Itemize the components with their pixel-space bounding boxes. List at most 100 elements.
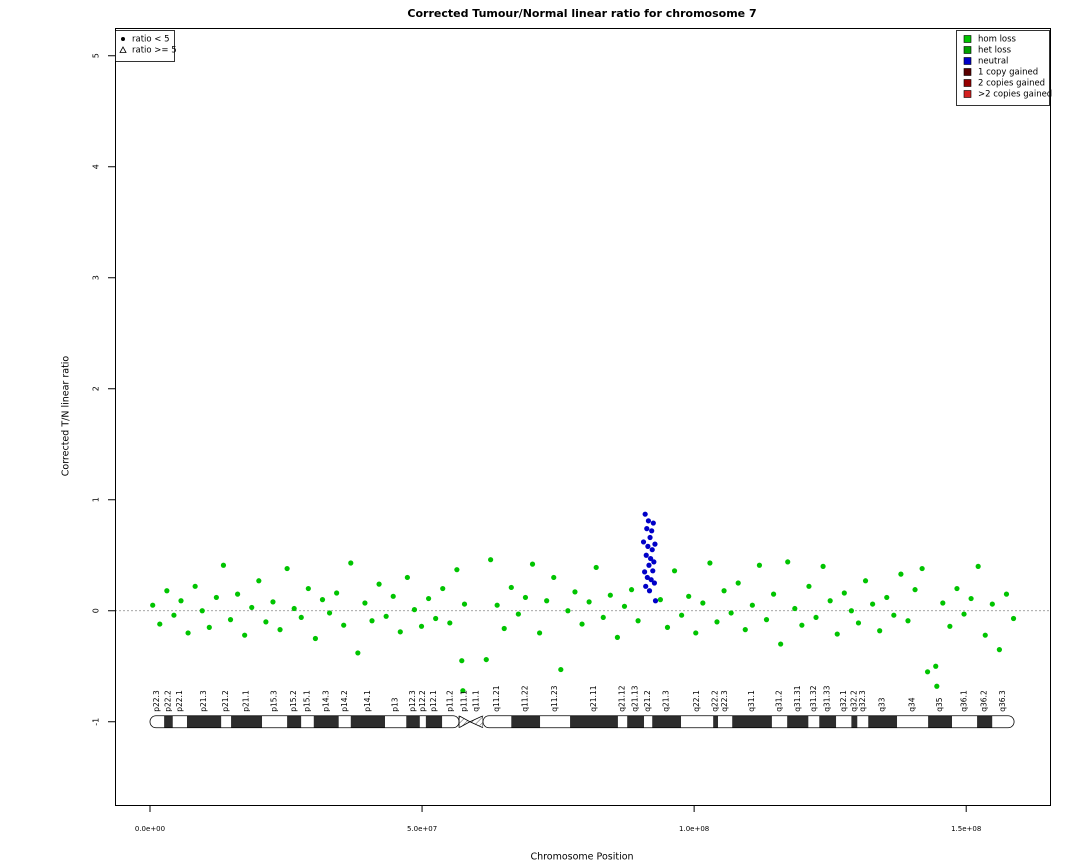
band-label: p12.2 bbox=[418, 690, 427, 712]
band-label: q11.1 bbox=[471, 690, 480, 712]
x-tick-label: 0.0e+00 bbox=[135, 825, 165, 833]
y-tick-label: 3 bbox=[92, 275, 101, 280]
point bbox=[968, 595, 974, 602]
point bbox=[404, 574, 410, 581]
point bbox=[898, 571, 904, 577]
point bbox=[213, 594, 219, 601]
legend-label: ratio >= 5 bbox=[132, 46, 177, 56]
band bbox=[406, 715, 420, 728]
point bbox=[862, 578, 869, 584]
point bbox=[270, 599, 276, 605]
band-label: q31.33 bbox=[823, 685, 832, 711]
point bbox=[305, 585, 311, 592]
y-tick-label: -1 bbox=[92, 718, 101, 726]
point bbox=[671, 568, 678, 574]
band-label: q11.23 bbox=[550, 685, 559, 711]
point bbox=[643, 552, 649, 558]
point bbox=[242, 632, 248, 638]
point bbox=[249, 604, 255, 611]
point bbox=[494, 602, 500, 608]
point bbox=[785, 559, 791, 565]
point bbox=[961, 611, 967, 617]
point bbox=[628, 587, 635, 593]
q-arm-outline bbox=[482, 715, 1015, 729]
point bbox=[848, 608, 854, 614]
legend-swatch bbox=[963, 79, 972, 87]
legend-dot bbox=[121, 37, 125, 41]
band bbox=[419, 715, 426, 728]
legend-label: hom loss bbox=[978, 35, 1017, 45]
band bbox=[808, 715, 820, 728]
point bbox=[877, 628, 883, 634]
point bbox=[277, 627, 283, 633]
point bbox=[647, 555, 654, 562]
band bbox=[350, 715, 386, 728]
band-label: p12.3 bbox=[408, 690, 417, 712]
band bbox=[301, 715, 314, 728]
band bbox=[652, 715, 682, 728]
band-label: q11.22 bbox=[521, 685, 530, 711]
band-label: q21.11 bbox=[589, 685, 598, 711]
point bbox=[884, 594, 890, 601]
point bbox=[319, 597, 326, 603]
band-label: p15.1 bbox=[303, 690, 312, 712]
point bbox=[522, 594, 529, 601]
band-label: q21.13 bbox=[631, 685, 640, 711]
point bbox=[256, 578, 262, 584]
y-tick-label: 1 bbox=[92, 497, 101, 502]
point bbox=[284, 565, 290, 572]
point bbox=[679, 612, 685, 618]
band-label: q11.21 bbox=[492, 685, 501, 711]
point bbox=[820, 563, 826, 569]
band bbox=[819, 715, 837, 728]
point bbox=[954, 585, 960, 592]
band bbox=[857, 715, 869, 728]
point bbox=[348, 560, 354, 566]
point bbox=[645, 543, 651, 549]
point bbox=[646, 562, 652, 568]
band bbox=[644, 715, 653, 728]
point bbox=[806, 583, 812, 589]
band bbox=[483, 715, 512, 728]
band bbox=[313, 715, 339, 728]
legend-swatch bbox=[963, 46, 972, 54]
point bbox=[891, 612, 897, 618]
point bbox=[652, 541, 658, 547]
legend-triangle bbox=[119, 46, 127, 53]
band-label: p21.3 bbox=[199, 690, 208, 712]
legend-label: >2 copies gained bbox=[978, 90, 1052, 100]
band bbox=[338, 715, 351, 728]
point bbox=[799, 622, 805, 628]
band bbox=[627, 715, 645, 728]
p-arm-outline bbox=[149, 715, 460, 729]
band-label: p22.1 bbox=[175, 690, 184, 712]
band bbox=[787, 715, 809, 728]
legend-label: neutral bbox=[978, 57, 1008, 67]
band bbox=[897, 715, 929, 728]
point bbox=[483, 656, 489, 663]
point bbox=[529, 561, 536, 567]
point bbox=[989, 601, 995, 607]
point bbox=[664, 624, 671, 631]
point bbox=[649, 547, 655, 553]
point bbox=[650, 568, 656, 574]
band bbox=[992, 715, 1015, 728]
band bbox=[172, 715, 187, 728]
band-label: p12.1 bbox=[429, 690, 438, 712]
point bbox=[855, 620, 862, 626]
band-label: q21.12 bbox=[618, 685, 627, 711]
band-label: q22.3 bbox=[720, 690, 729, 712]
band bbox=[186, 715, 222, 728]
band-label: p13 bbox=[391, 697, 400, 712]
point bbox=[291, 605, 297, 612]
legend-label: 2 copies gained bbox=[978, 79, 1045, 89]
point bbox=[905, 618, 911, 624]
point bbox=[763, 617, 770, 623]
point bbox=[644, 574, 650, 581]
point bbox=[157, 621, 163, 627]
band bbox=[221, 715, 232, 728]
point bbox=[1010, 615, 1017, 622]
band-label: q36.2 bbox=[980, 690, 989, 712]
legend-label: ratio < 5 bbox=[132, 35, 170, 45]
point bbox=[579, 621, 585, 627]
